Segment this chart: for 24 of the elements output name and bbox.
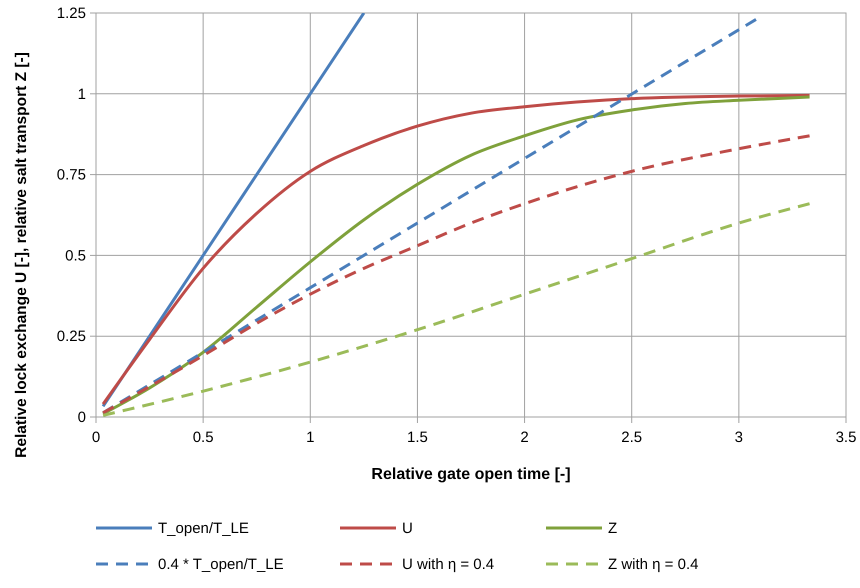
- x-tick-label: 1.5: [407, 429, 428, 446]
- x-tick-label: 3.5: [836, 429, 856, 446]
- legend-label: U: [402, 520, 413, 537]
- line-series: [102, 202, 812, 417]
- legend-label: U with η = 0.4: [402, 556, 494, 573]
- x-tick-label: 0.5: [192, 429, 214, 446]
- y-tick-label: 1.25: [56, 5, 86, 22]
- legend-label: 0.4 * T_open/T_LE: [158, 556, 284, 573]
- y-axis-title: Relative lock exchange U [-], relative salt transport Z [-]: [13, 52, 30, 458]
- x-tick-label: 2.5: [621, 429, 642, 446]
- legend-label: T_open/T_LE: [158, 520, 249, 537]
- line-series: [102, 18, 758, 414]
- y-tick-label: 0.75: [56, 166, 86, 184]
- x-axis-title: Relative gate open time [-]: [371, 466, 571, 483]
- x-tick-label: 0: [92, 429, 100, 446]
- legend-label: Z: [608, 520, 618, 537]
- y-tick-label: 0.25: [56, 328, 86, 346]
- y-tick-label: 1: [78, 86, 86, 103]
- y-tick-label: 0: [78, 409, 86, 426]
- y-tick-label: 0.5: [65, 247, 86, 264]
- x-tick-label: 2: [520, 429, 529, 446]
- legend-label: Z with η = 0.4: [608, 556, 698, 573]
- x-tick-label: 3: [734, 429, 744, 446]
- x-tick-label: 1: [306, 429, 314, 446]
